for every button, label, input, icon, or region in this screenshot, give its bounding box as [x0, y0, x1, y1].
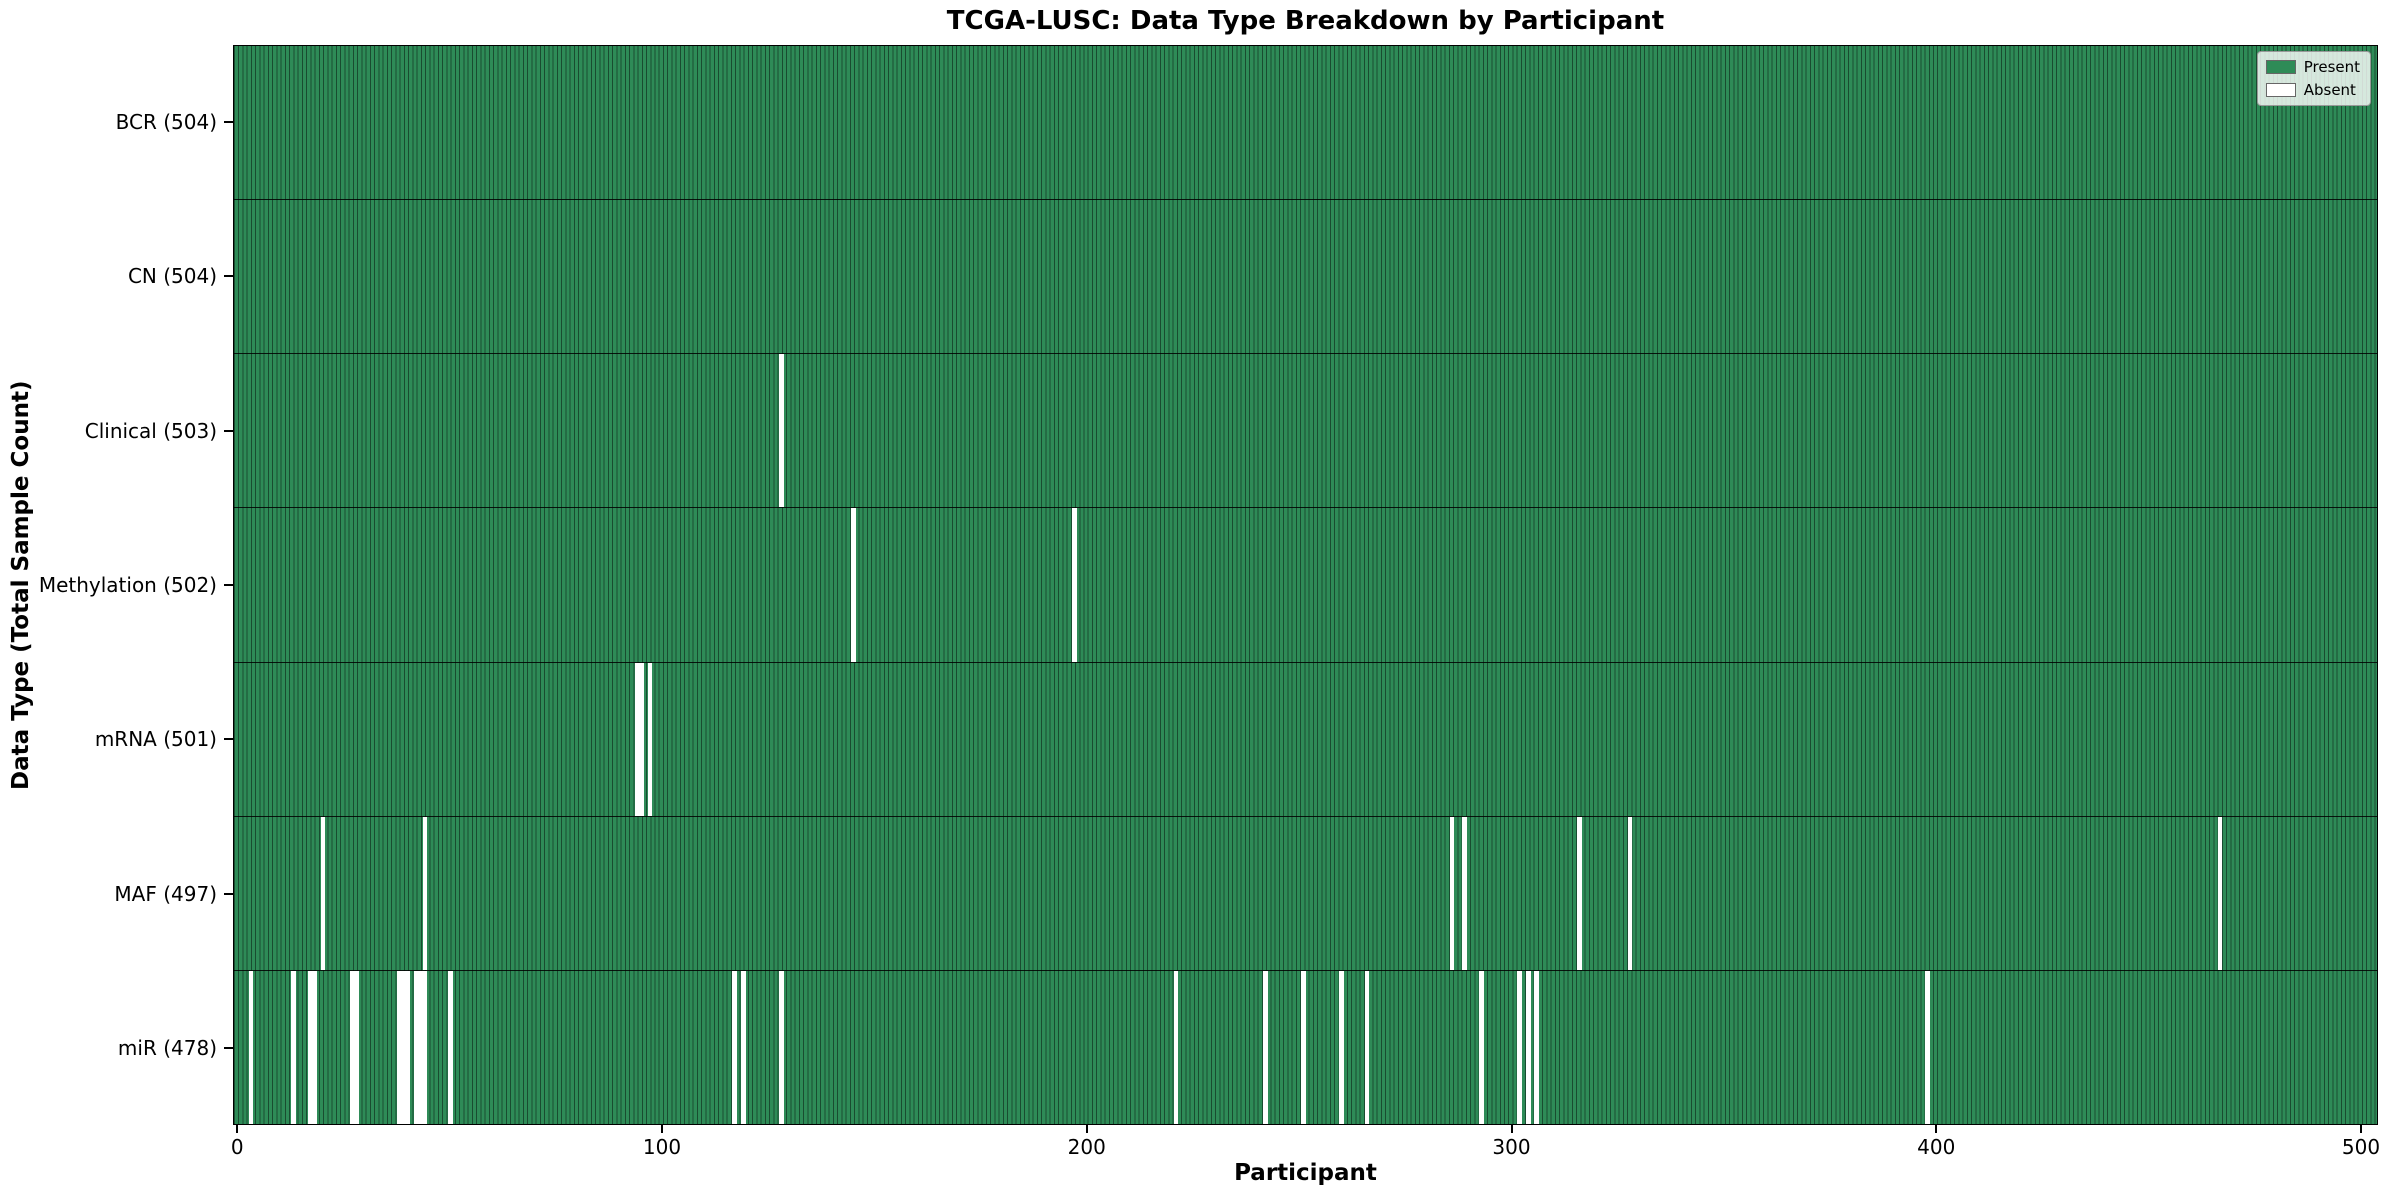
y-tick-label-CN: CN (504) — [127, 264, 217, 289]
x-tick-label-100: 100 — [642, 1135, 682, 1159]
x-tick-mark — [1935, 1125, 1938, 1133]
absent-gap — [1364, 970, 1370, 1124]
absent-gap — [1924, 970, 1930, 1124]
absent-gap — [401, 970, 407, 1124]
row-miR — [234, 969, 2377, 1124]
legend-label-absent: Absent — [2303, 81, 2356, 99]
absent-gap — [1449, 816, 1455, 970]
x-tick-label-400: 400 — [1917, 1135, 1956, 1159]
absent-gap — [1525, 970, 1531, 1124]
absent-gap — [422, 970, 428, 1124]
row-Methylation — [234, 507, 2377, 662]
absent-gap — [2217, 816, 2223, 970]
absent-gap — [354, 970, 360, 1124]
row-Clinical — [234, 353, 2377, 508]
y-tick-mark — [224, 584, 233, 586]
row-CN — [234, 199, 2377, 354]
absent-gap — [1262, 970, 1268, 1124]
legend-item-present: Present — [2265, 58, 2360, 76]
legend: Present Absent — [2256, 51, 2371, 106]
absent-gap — [647, 662, 653, 816]
absent-gap — [291, 970, 296, 1124]
absent-gap — [312, 970, 317, 1124]
absent-gap — [1339, 970, 1344, 1124]
y-tick-label-mRNA: mRNA (501) — [94, 727, 217, 752]
x-tick-label-0: 0 — [230, 1135, 244, 1159]
y-tick-mark — [224, 429, 233, 432]
absent-gap — [740, 970, 746, 1124]
absent-gap — [779, 354, 784, 508]
absent-gap — [634, 662, 640, 816]
x-axis-label: Participant — [1234, 1160, 1377, 1186]
absent-gap — [414, 970, 419, 1124]
absent-gap — [1462, 816, 1467, 970]
x-tick-mark — [2360, 1125, 2362, 1133]
absent-gap — [1627, 816, 1633, 970]
y-tick-mark — [224, 121, 233, 124]
absent-gap — [248, 970, 254, 1124]
x-tick-mark — [1085, 1125, 1088, 1133]
y-tick-label-Clinical: Clinical (503) — [84, 418, 217, 443]
chart-title: TCGA-LUSC: Data Type Breakdown by Partic… — [946, 6, 1665, 36]
row-MAF — [234, 815, 2377, 970]
row-mRNA — [234, 661, 2377, 816]
absent-gap — [405, 970, 411, 1124]
plot-area: Present Absent — [233, 45, 2378, 1125]
row-BCR — [234, 46, 2377, 200]
y-tick-label-Methylation: Methylation (502) — [38, 573, 217, 597]
x-tick-label-500: 500 — [2341, 1135, 2381, 1159]
absent-gap — [350, 970, 356, 1124]
absent-gap — [308, 970, 313, 1124]
absent-gap — [779, 970, 784, 1124]
absent-gap — [1517, 970, 1523, 1124]
y-tick-label-MAF: MAF (497) — [114, 881, 217, 906]
legend-label-present: Present — [2303, 58, 2360, 76]
y-tick-mark — [224, 892, 233, 895]
absent-swatch — [2265, 83, 2296, 97]
absent-gap — [851, 508, 856, 662]
absent-gap — [1534, 970, 1540, 1124]
y-tick-mark — [224, 738, 233, 741]
y-tick-mark — [224, 1046, 233, 1049]
x-tick-label-300: 300 — [1492, 1135, 1531, 1159]
absent-gap — [732, 970, 738, 1124]
y-tick-label-BCR: BCR (504) — [115, 110, 217, 135]
absent-gap — [1173, 970, 1179, 1124]
absent-gap — [422, 816, 428, 970]
absent-gap — [1301, 970, 1306, 1124]
y-axis: BCR (504) CN (504) Clinical (503) Methylati… — [0, 45, 233, 1125]
x-axis: 0 100 200 300 400 500 — [230, 1125, 2381, 1165]
x-tick-label-200: 200 — [1067, 1135, 1106, 1159]
absent-gap — [1576, 816, 1582, 970]
absent-gap — [397, 970, 402, 1124]
x-tick-mark — [236, 1125, 239, 1133]
legend-item-absent: Absent — [2265, 81, 2360, 99]
absent-gap — [448, 970, 453, 1124]
y-tick-label-miR: miR (478) — [117, 1035, 217, 1060]
x-tick-mark — [661, 1125, 663, 1133]
absent-gap — [639, 662, 644, 816]
absent-gap — [320, 816, 326, 970]
present-swatch — [2265, 60, 2296, 74]
absent-gap — [418, 970, 424, 1124]
absent-gap — [1479, 970, 1484, 1124]
x-tick-mark — [1510, 1125, 1513, 1133]
y-tick-mark — [224, 275, 233, 278]
absent-gap — [1071, 508, 1077, 662]
